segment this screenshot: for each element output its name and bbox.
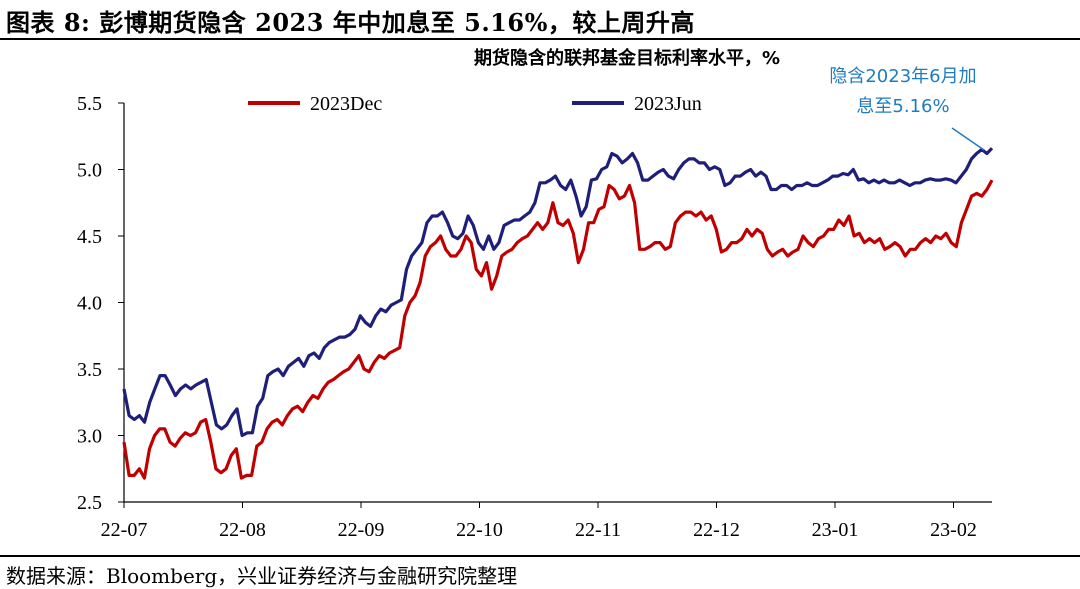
- title-rule: [0, 38, 1080, 40]
- figure-title: 图表 8: 彭博期货隐含 2023 年中加息至 5.16%，较上周升高: [6, 8, 695, 37]
- series-line-2023jun: [122, 147, 994, 438]
- y-tick-label: 3.5: [77, 359, 102, 381]
- y-tick-label: 5.5: [77, 93, 102, 115]
- annotation-line-2: 息至5.16%: [856, 96, 949, 117]
- y-tick-label: 4.0: [77, 293, 102, 315]
- x-axis: 22-07 22-08 22-09 22-10 22-11 22-12 23-01 23-02: [101, 501, 992, 541]
- x-tick-label: 23-01: [812, 519, 859, 541]
- x-tick-label: 22-07: [101, 519, 148, 541]
- x-tick-label: 23-02: [930, 519, 977, 541]
- legend-label-2023jun: 2023Jun: [634, 93, 702, 115]
- chart-title: 期货隐含的联邦基金目标利率水平，%: [474, 47, 780, 69]
- y-tick-label: 2.5: [77, 492, 102, 514]
- x-tick-label: 22-09: [338, 519, 385, 541]
- annotation-pointer: [951, 127, 985, 151]
- series-line-2023dec: [122, 179, 994, 480]
- y-tick-label: 5.0: [77, 160, 102, 182]
- source-note: 数据来源：Bloomberg，兴业证券经济与金融研究院整理: [6, 564, 518, 588]
- y-axis: 2.5 3.0 3.5 4.0 4.5 5.0 5.5: [77, 93, 125, 514]
- x-tick-label: 22-08: [219, 519, 266, 541]
- annotation: 隐含2023年6月加 息至5.16%: [829, 66, 985, 151]
- x-tick-label: 22-11: [575, 519, 621, 541]
- y-tick-label: 4.5: [77, 226, 102, 248]
- chart-area: 期货隐含的联邦基金目标利率水平，% 2.53.03.54.04.55.05.5 …: [77, 47, 994, 541]
- y-tick-label: 3.0: [77, 426, 102, 448]
- annotation-line-1: 隐含2023年6月加: [829, 66, 976, 87]
- footer-rule: [0, 555, 1080, 557]
- legend: 2023Dec 2023Jun: [248, 93, 702, 115]
- legend-label-2023dec: 2023Dec: [310, 93, 382, 115]
- x-tick-label: 22-10: [456, 519, 503, 541]
- x-tick-label: 22-12: [693, 519, 740, 541]
